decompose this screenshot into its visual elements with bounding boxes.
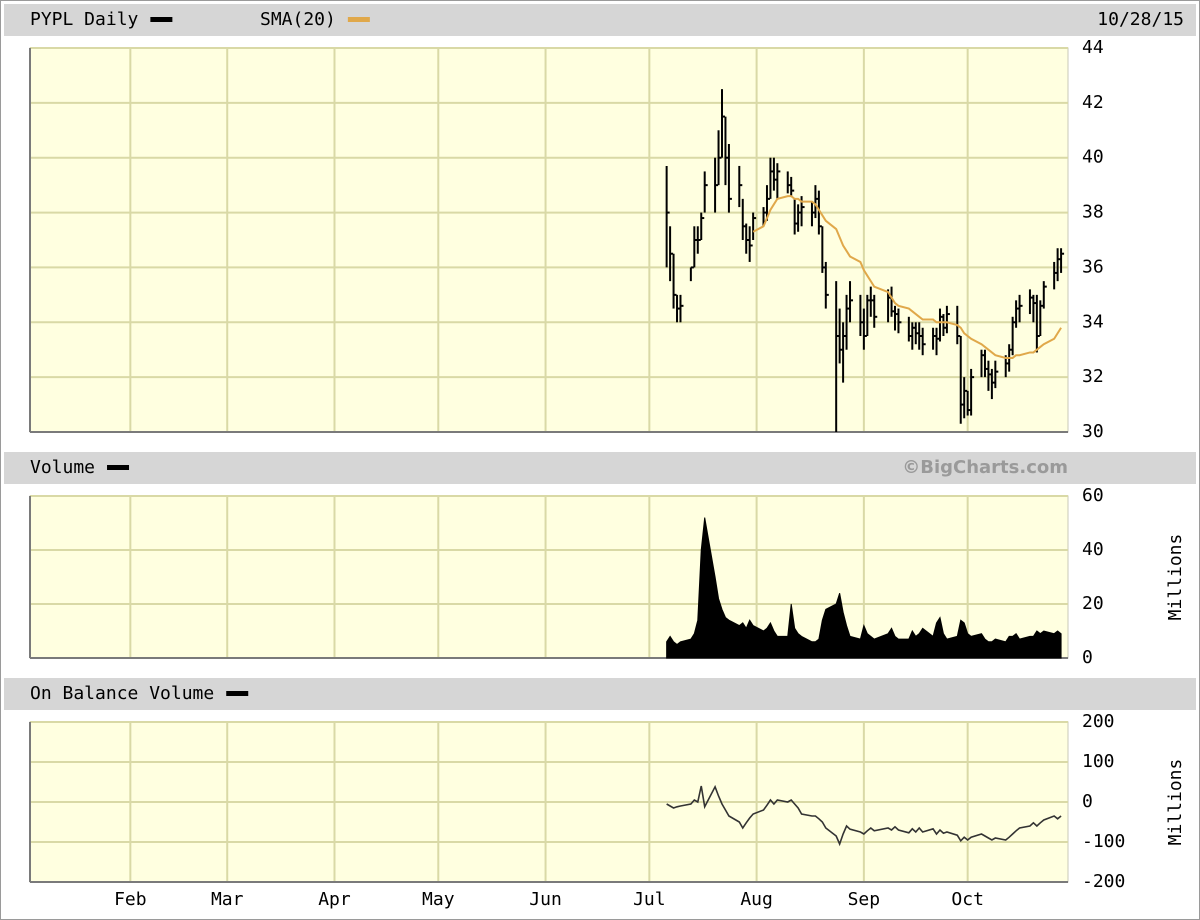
y-tick-label: -200 xyxy=(1082,871,1125,892)
header-band xyxy=(4,678,1196,710)
plot-area xyxy=(29,47,1069,433)
y-tick-label: 40 xyxy=(1082,147,1104,168)
x-tick-label: Feb xyxy=(114,889,147,910)
y-tick-label: 100 xyxy=(1082,751,1115,772)
y-tick-label: 42 xyxy=(1082,92,1104,113)
y-tick-label: 0 xyxy=(1082,647,1093,668)
y-tick-label: 34 xyxy=(1082,311,1104,332)
y-axis-label: Millions xyxy=(1165,759,1186,846)
header-band xyxy=(4,452,1196,484)
obv-line xyxy=(666,784,1062,847)
legend-label: On Balance Volume xyxy=(30,683,214,704)
x-tick-label: May xyxy=(422,889,455,910)
date-label: 10/28/15 xyxy=(1097,9,1184,30)
y-tick-label: 30 xyxy=(1082,421,1104,442)
x-tick-label: Jul xyxy=(633,889,666,910)
legend-label: Volume xyxy=(30,457,95,478)
y-tick-label: 40 xyxy=(1082,539,1104,560)
y-tick-label: 20 xyxy=(1082,593,1104,614)
legend-swatch xyxy=(347,17,370,22)
legend-swatch xyxy=(107,465,130,470)
y-tick-label: 38 xyxy=(1082,202,1104,223)
y-tick-label: -100 xyxy=(1082,831,1125,852)
y-tick-label: 36 xyxy=(1082,256,1104,277)
volume-area xyxy=(666,517,1062,659)
y-tick-label: 44 xyxy=(1082,37,1104,58)
source-label: ©BigCharts.com xyxy=(902,457,1068,478)
y-tick-label: 32 xyxy=(1082,366,1104,387)
x-tick-label: Jun xyxy=(529,889,562,910)
legend-swatch xyxy=(150,17,173,22)
x-tick-label: Apr xyxy=(318,889,351,910)
sma-line xyxy=(752,195,1062,359)
x-tick-label: Aug xyxy=(740,889,773,910)
header-band xyxy=(4,4,1196,36)
y-tick-label: 0 xyxy=(1082,791,1093,812)
y-axis-label: Millions xyxy=(1165,534,1186,621)
legend-label: PYPL Daily xyxy=(30,9,139,30)
x-tick-label: Sep xyxy=(848,889,881,910)
legend-swatch xyxy=(226,691,249,696)
legend-label: SMA(20) xyxy=(260,9,336,30)
y-tick-label: 200 xyxy=(1082,711,1115,732)
x-tick-label: Mar xyxy=(211,889,244,910)
y-tick-label: 60 xyxy=(1082,485,1104,506)
x-tick-label: Oct xyxy=(951,889,984,910)
plot-area xyxy=(29,495,1069,659)
